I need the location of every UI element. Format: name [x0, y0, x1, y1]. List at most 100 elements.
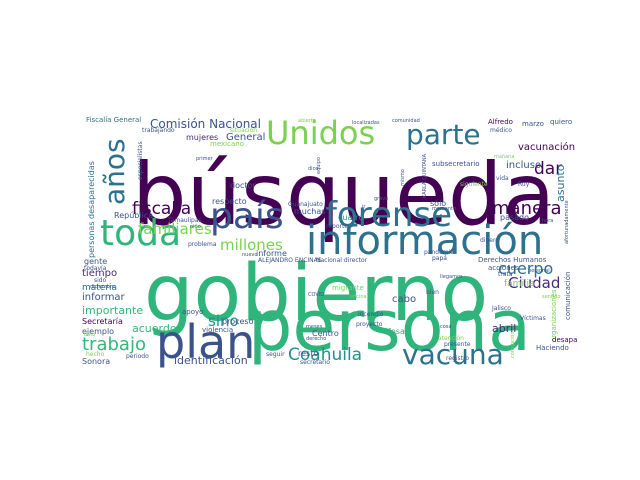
- word-nuevo: nuevo: [242, 252, 257, 258]
- word-pandemia: pandemia: [424, 249, 454, 256]
- word-migrante: migrante: [332, 284, 364, 292]
- word-equipo: equipo: [316, 157, 322, 174]
- word-quiero: quiero: [550, 118, 572, 126]
- word-alejandro-encinas: ALEJANDRO ENCINAS: [258, 257, 322, 264]
- word-gente: gente: [84, 257, 107, 266]
- word-unidos: Unidos: [266, 114, 375, 152]
- word-abril: abril: [492, 322, 516, 335]
- word-problema: problema: [188, 241, 217, 248]
- word-mismo: mismo: [400, 169, 406, 186]
- word-coahuila: Coahuila: [288, 345, 362, 365]
- word-momento: momento: [432, 206, 456, 212]
- word-millones: millones: [220, 236, 283, 254]
- word-trabajando: trabajando: [142, 127, 175, 134]
- word-desaparicion: desaparición: [552, 336, 578, 344]
- word-toda: toda: [100, 213, 181, 254]
- word-personal: personal: [528, 268, 550, 274]
- word-informar: informar: [82, 292, 126, 303]
- word-fiscalia-general: Fiscalía General: [86, 116, 141, 124]
- word-sido: sido: [94, 277, 107, 284]
- word-karla-quintana: KARLA QUINTANA: [422, 153, 428, 198]
- word-muchas: muchas: [294, 207, 325, 216]
- word-especialistas: especialistas: [137, 141, 144, 180]
- word-derechos-humanos: Derechos Humanos: [478, 256, 547, 264]
- word-respecto: respecto: [212, 197, 247, 206]
- word-apoyo: apoyo: [182, 308, 203, 316]
- word-papa: papá: [432, 255, 447, 262]
- word-primer: primer: [196, 156, 214, 162]
- word-proyecto: proyecto: [356, 321, 383, 328]
- word-personas-desaparecidas: personas desaparecidas: [87, 161, 96, 258]
- word-diciembre: diciembre: [90, 284, 115, 290]
- word-incendio: incendio: [358, 311, 384, 318]
- word-vida: vida: [496, 175, 509, 182]
- word-nino: niño: [190, 224, 201, 230]
- word-trata: trata: [498, 271, 513, 278]
- word-doctor: doctor: [230, 181, 256, 190]
- word-trabajo: trabajo: [82, 334, 146, 355]
- word-mexicano: mexicano: [210, 140, 244, 148]
- word-comunidad: comunidad: [392, 118, 420, 124]
- word-ir: ir: [362, 204, 366, 210]
- word-todavia: todavía: [84, 265, 107, 272]
- word-siguiente: siguiente: [460, 181, 488, 188]
- word-vacunacion: vacunación: [518, 141, 575, 153]
- word-cloud: búsqueda gobierno persona información pl…: [80, 110, 578, 368]
- word-identificacion: identificación: [174, 354, 248, 367]
- word-comunicacion: comunicación: [564, 272, 572, 320]
- word-presente: presente: [444, 341, 471, 348]
- word-persona: persona: [248, 285, 531, 367]
- word-abierta: abierta: [298, 118, 316, 124]
- word-victimas: Víctimas: [520, 315, 546, 322]
- word-materia: materia: [82, 283, 117, 293]
- word-jalisco: Jalisco: [491, 305, 511, 312]
- word-secretario: secretario: [300, 359, 330, 366]
- word-grave: grave: [374, 196, 388, 202]
- word-tiempo: tiempo: [82, 268, 117, 279]
- word-ruy: Ruy: [518, 181, 530, 188]
- word-anos: años: [98, 138, 131, 205]
- word-acciones: acciones: [488, 264, 519, 272]
- word-gobierno: gobierno: [144, 249, 488, 339]
- word-pais: país: [210, 196, 284, 237]
- word-sonora: Sonora: [82, 357, 110, 366]
- word-alfredo: Alfredo: [488, 118, 513, 126]
- word-vacuna: vacuna: [402, 338, 504, 368]
- word-manera: manera: [492, 198, 561, 219]
- word-situacion: situación: [230, 127, 257, 134]
- word-familiares: familiares: [138, 220, 212, 238]
- word-tamaulipas: Tamaulipas: [167, 217, 202, 224]
- word-cabo: cabo: [392, 294, 416, 305]
- word-corrupcion: corrupción: [509, 331, 516, 358]
- word-dar: dar: [534, 159, 562, 179]
- word-parte: parte: [406, 118, 481, 151]
- word-violencia: violencia: [202, 326, 233, 334]
- word-comision-nacional: Comisión Nacional: [150, 117, 261, 131]
- word-fosa: fosa: [388, 327, 405, 336]
- word-general: General: [226, 132, 265, 143]
- word-hora: hora: [542, 218, 553, 224]
- word-bien: bien: [426, 289, 439, 296]
- word-familia: familia: [504, 279, 534, 289]
- word-medico: médico: [490, 127, 512, 134]
- word-cuerpo: cuerpo: [498, 259, 553, 278]
- word-pasado: pasado: [500, 213, 529, 222]
- word-dice: dice: [308, 166, 318, 172]
- word-hecho: hecho: [86, 351, 105, 358]
- word-cuatro: cuatro: [338, 213, 364, 222]
- word-registro: registro: [446, 355, 469, 362]
- word-afortunadamente: afortunadamente: [564, 200, 570, 244]
- word-marzo: marzo: [522, 120, 544, 128]
- word-incluso: incluso: [506, 160, 541, 171]
- word-mujeres: mujeres: [186, 133, 218, 142]
- word-dinero: dinero: [480, 237, 499, 244]
- word-centro: Centro: [312, 329, 339, 338]
- word-informe: informe: [256, 249, 287, 258]
- word-proceso: proceso: [222, 317, 254, 326]
- word-busqueda: búsqueda: [132, 145, 555, 245]
- word-organizaciones: organizaciones: [550, 289, 558, 342]
- word-periodo: periodo: [126, 353, 149, 360]
- word-acuerdo: acuerdo: [132, 322, 177, 335]
- word-resto: resto: [298, 349, 318, 358]
- word-republica: República: [114, 211, 153, 220]
